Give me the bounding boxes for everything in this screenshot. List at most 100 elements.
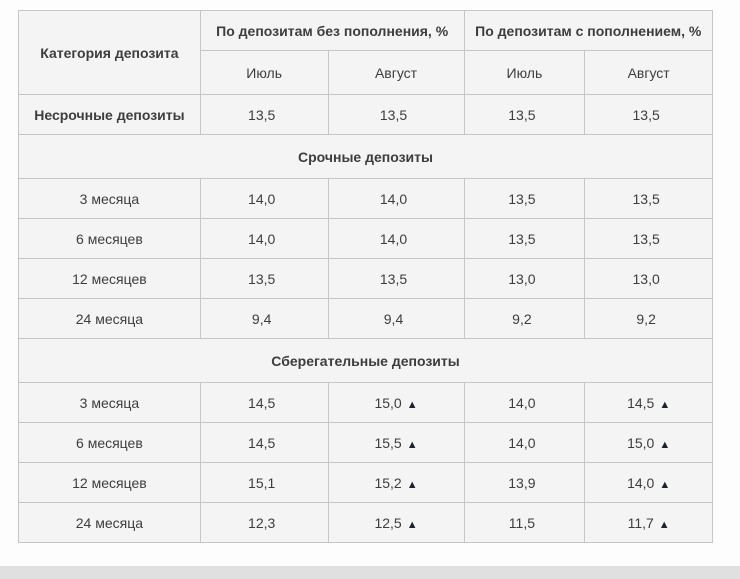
rate-value: 13,5 <box>632 106 660 123</box>
page-bottom-strip <box>0 566 740 579</box>
rate-value: 14,0 <box>248 190 276 207</box>
up-triangle-icon: ▲ <box>406 398 418 411</box>
deposit-rates-table-container: Категория депозита По депозитам без попо… <box>18 10 714 543</box>
rate-value: 11,5 <box>508 514 535 531</box>
rate-value: 14,0 <box>379 190 408 207</box>
rate-value: 15,0 <box>374 394 402 411</box>
rate-cell: 13,5 <box>327 94 465 135</box>
row-label: Несрочные депозиты <box>18 94 201 135</box>
row-label: 3 месяца <box>18 178 201 219</box>
section-row-savings-deposits: Сберегательные депозиты <box>18 338 713 383</box>
section-title: Сберегательные депозиты <box>18 338 713 383</box>
rate-cell: 14,0 <box>463 382 586 423</box>
row-label: 24 месяца <box>18 298 201 339</box>
rate-value: 15,5 <box>374 434 402 451</box>
rate-cell: 9,2 <box>463 298 586 339</box>
rate-value: 15,0 <box>627 434 655 451</box>
up-triangle-icon: ▲ <box>406 478 418 491</box>
up-triangle-icon: ▲ <box>659 478 671 491</box>
rate-value: 13,5 <box>508 230 536 247</box>
rate-cell: 13,5 <box>199 258 329 299</box>
table-row-demand-deposits: Несрочные депозиты 13,5 13,5 13,5 13,5 <box>18 94 713 135</box>
rate-value: 14,0 <box>508 394 536 411</box>
up-triangle-icon: ▲ <box>658 518 670 531</box>
row-label: 12 месяцев <box>18 462 201 503</box>
rate-cell: 13,5 <box>584 94 713 135</box>
table-row-term-12m: 12 месяцев 13,5 13,5 13,0 13,0 <box>18 258 713 299</box>
rate-value: 11,7 <box>627 514 654 531</box>
rate-value: 14,0 <box>627 474 655 491</box>
rate-value: 13,0 <box>632 270 660 287</box>
rate-cell: 13,9 <box>463 462 586 503</box>
rate-cell: 15,1 <box>199 462 329 503</box>
table-row-term-3m: 3 месяца 14,0 14,0 13,5 13,5 <box>18 178 713 219</box>
month-header-row: Июль Август Июль Август <box>19 50 713 95</box>
rate-value: 13,0 <box>508 270 536 287</box>
rate-cell: 9,2 <box>584 298 713 339</box>
rate-cell: 15,5 ▲ <box>327 422 465 463</box>
rate-cell: 13,5 <box>199 94 329 135</box>
month-header-july-1: Июль <box>199 50 329 95</box>
rate-value: 9,2 <box>512 310 532 327</box>
rate-value: 13,5 <box>379 270 408 287</box>
month-header-august-1: Август <box>327 50 465 95</box>
rate-cell: 14,0 ▲ <box>584 462 713 503</box>
rate-value: 13,5 <box>508 106 536 123</box>
rate-value: 14,5 <box>627 394 655 411</box>
rate-cell: 15,0 ▲ <box>327 382 465 423</box>
rate-cell: 14,0 <box>327 178 465 219</box>
rate-cell: 14,5 ▲ <box>584 382 713 423</box>
rate-cell: 14,0 <box>327 218 465 259</box>
rate-cell: 9,4 <box>199 298 329 339</box>
rate-value: 13,5 <box>379 106 408 123</box>
rate-value: 14,5 <box>248 434 276 451</box>
row-label: 24 месяца <box>18 502 201 543</box>
rate-value: 13,5 <box>508 190 536 207</box>
table-row-savings-24m: 24 месяца 12,3 12,5 ▲ 11,5 11,7 ▲ <box>18 502 713 543</box>
row-label: 6 месяцев <box>18 422 201 463</box>
rate-value: 13,9 <box>508 474 536 491</box>
rate-value: 14,0 <box>379 230 408 247</box>
corner-header: Категория депозита <box>18 10 201 95</box>
rate-cell: 13,5 <box>584 218 713 259</box>
month-header-august-2: Август <box>584 50 713 95</box>
rate-cell: 14,5 <box>199 422 329 463</box>
rate-cell: 14,0 <box>199 218 329 259</box>
rate-value: 9,4 <box>383 310 404 327</box>
up-triangle-icon: ▲ <box>659 398 671 411</box>
rate-cell: 9,4 <box>327 298 465 339</box>
section-row-term-deposits: Срочные депозиты <box>18 134 713 179</box>
rate-cell: 13,5 <box>463 94 586 135</box>
row-label: 12 месяцев <box>18 258 201 299</box>
rate-value: 9,4 <box>251 310 272 327</box>
rate-cell: 13,5 <box>584 178 713 219</box>
rate-cell: 13,5 <box>327 258 465 299</box>
rate-value: 14,5 <box>248 394 276 411</box>
rate-value: 12,3 <box>248 514 276 531</box>
rate-cell: 14,5 <box>199 382 329 423</box>
row-label: 6 месяцев <box>18 218 201 259</box>
rate-cell: 15,2 ▲ <box>327 462 465 503</box>
deposit-rates-table: Категория депозита По депозитам без попо… <box>18 10 714 543</box>
month-header-july-2: Июль <box>463 50 586 95</box>
table-row-savings-12m: 12 месяцев 15,1 15,2 ▲ 13,9 14,0 ▲ <box>18 462 713 503</box>
rate-value: 13,5 <box>248 106 276 123</box>
rate-cell: 11,5 <box>463 502 586 543</box>
table-row-savings-3m: 3 месяца 14,5 15,0 ▲ 14,0 14,5 ▲ <box>18 382 713 423</box>
rate-value: 13,5 <box>248 270 276 287</box>
up-triangle-icon: ▲ <box>659 438 671 451</box>
table-row-savings-6m: 6 месяцев 14,5 15,5 ▲ 14,0 15,0 ▲ <box>18 422 713 463</box>
rate-cell: 13,5 <box>463 218 586 259</box>
rate-cell: 13,5 <box>463 178 586 219</box>
up-triangle-icon: ▲ <box>406 518 418 531</box>
group-header-without-topup: По депозитам без пополнения, % <box>199 10 465 51</box>
rate-value: 12,5 <box>374 514 402 531</box>
group-header-row: Категория депозита По депозитам без попо… <box>18 10 714 95</box>
rate-value: 15,2 <box>374 474 402 491</box>
rate-value: 15,1 <box>248 474 276 491</box>
rate-cell: 15,0 ▲ <box>584 422 713 463</box>
rate-cell: 13,0 <box>463 258 586 299</box>
section-title: Срочные депозиты <box>18 134 713 179</box>
group-header-with-topup: По депозитам с пополнением, % <box>463 10 714 51</box>
rate-cell: 11,7 ▲ <box>584 502 713 543</box>
